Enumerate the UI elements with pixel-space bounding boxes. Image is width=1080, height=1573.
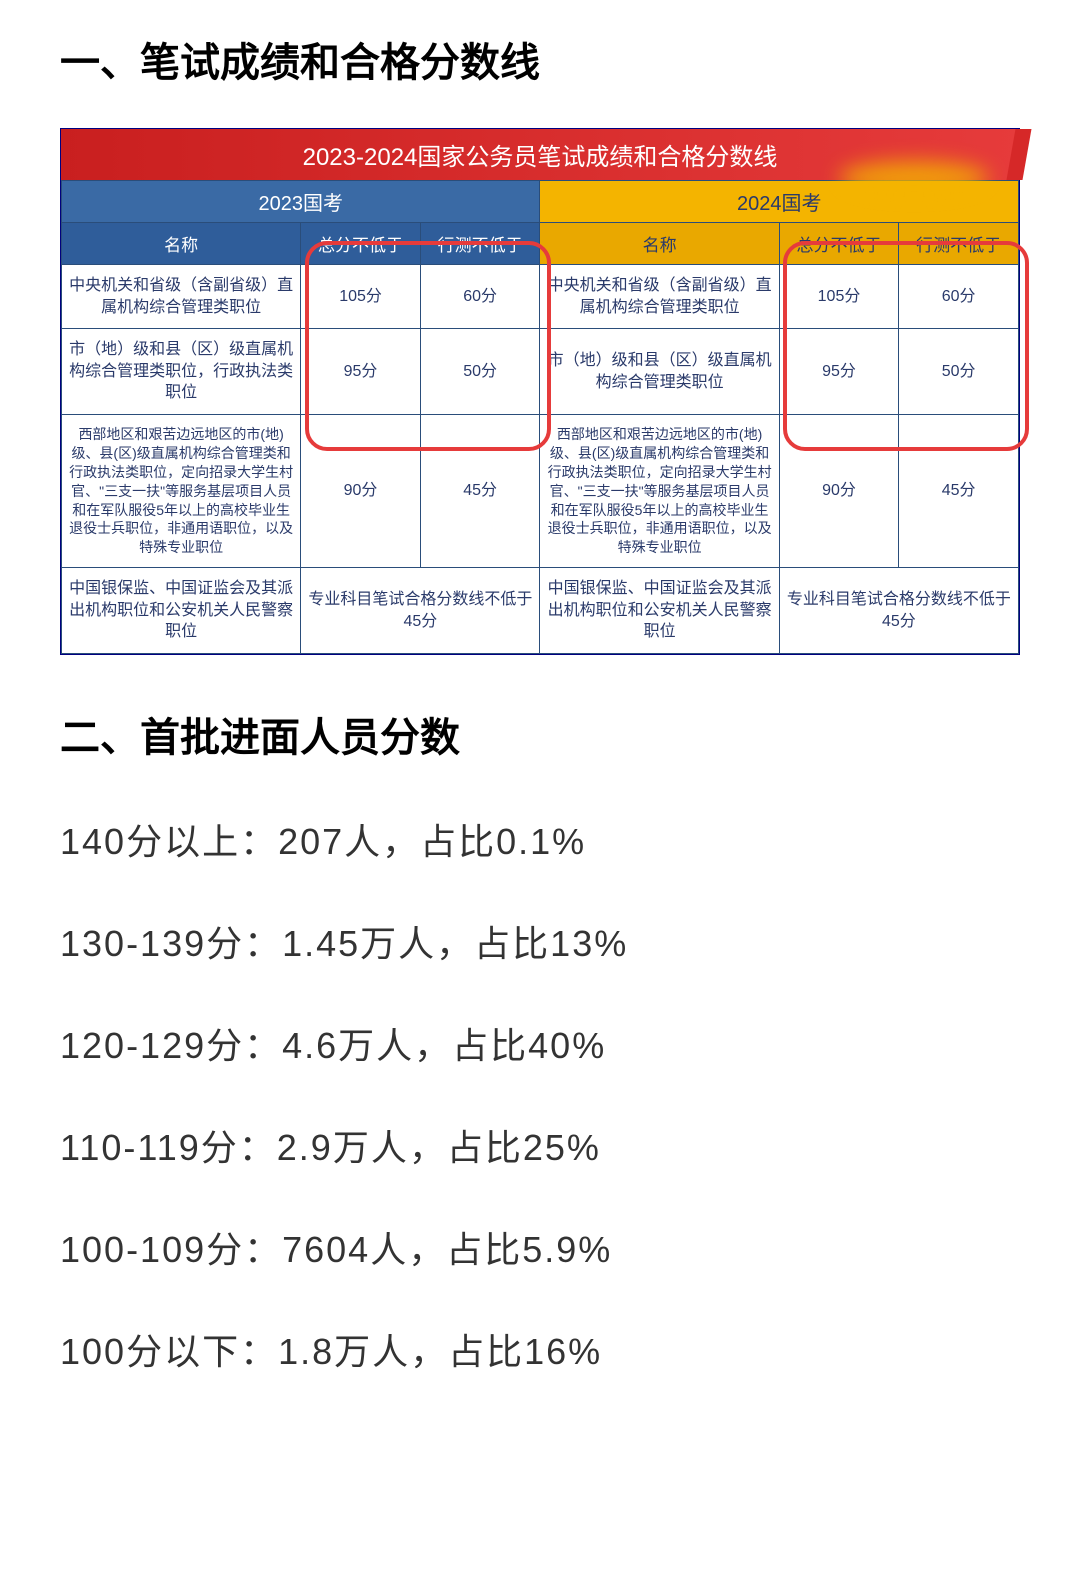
table-row: 中央机关和省级（含副省级）直属机构综合管理类职位 105分 60分 中央机关和省… xyxy=(62,265,1019,329)
stat-line: 120-129分：4.6万人，占比40% xyxy=(60,1017,1020,1069)
col-total-right: 总分不低于 xyxy=(779,223,899,265)
cell-test-left: 50分 xyxy=(420,329,540,415)
cell-name-right: 西部地区和艰苦边远地区的市(地)级、县(区)级直属机构综合管理类和行政执法类职位… xyxy=(540,414,779,567)
col-test-right: 行测不低于 xyxy=(899,223,1019,265)
cell-test-right: 45分 xyxy=(899,414,1019,567)
cell-total-right: 95分 xyxy=(779,329,899,415)
col-test-left: 行测不低于 xyxy=(420,223,540,265)
cell-total-left: 90分 xyxy=(301,414,421,567)
col-name-left: 名称 xyxy=(62,223,301,265)
section2-title: 二、首批进面人员分数 xyxy=(60,705,1020,763)
cell-test-left: 60分 xyxy=(420,265,540,329)
cell-name-left: 中国银保监、中国证监会及其派出机构职位和公安机关人民警察职位 xyxy=(62,568,301,654)
cell-name-right: 市（地）级和县（区）级直属机构综合管理类职位 xyxy=(540,329,779,415)
stat-line: 100-109分：7604人，占比5.9% xyxy=(60,1221,1020,1273)
cell-note-right: 专业科目笔试合格分数线不低于45分 xyxy=(779,568,1018,654)
stat-line: 100分以下：1.8万人，占比16% xyxy=(60,1323,1020,1375)
table-row: 中国银保监、中国证监会及其派出机构职位和公安机关人民警察职位 专业科目笔试合格分… xyxy=(62,568,1019,654)
section1-title: 一、笔试成绩和合格分数线 xyxy=(60,30,1020,88)
cell-test-right: 50分 xyxy=(899,329,1019,415)
cell-name-right: 中央机关和省级（含副省级）直属机构综合管理类职位 xyxy=(540,265,779,329)
cell-test-right: 60分 xyxy=(899,265,1019,329)
cell-test-left: 45分 xyxy=(420,414,540,567)
table-row: 市（地）级和县（区）级直属机构综合管理类职位，行政执法类职位 95分 50分 市… xyxy=(62,329,1019,415)
cell-name-left: 市（地）级和县（区）级直属机构综合管理类职位，行政执法类职位 xyxy=(62,329,301,415)
year-header-2023: 2023国考 xyxy=(62,181,540,223)
stat-line: 140分以上：207人，占比0.1% xyxy=(60,813,1020,865)
cell-total-right: 105分 xyxy=(779,265,899,329)
cell-total-right: 90分 xyxy=(779,414,899,567)
stat-line: 130-139分：1.45万人，占比13% xyxy=(60,915,1020,967)
table-row: 西部地区和艰苦边远地区的市(地)级、县(区)级直属机构综合管理类和行政执法类职位… xyxy=(62,414,1019,567)
stats-list: 140分以上：207人，占比0.1% 130-139分：1.45万人，占比13%… xyxy=(60,813,1020,1375)
stat-line: 110-119分：2.9万人，占比25% xyxy=(60,1119,1020,1171)
score-table-container: 2023-2024国家公务员笔试成绩和合格分数线 2023国考 2024国考 名… xyxy=(60,128,1020,655)
cell-name-left: 中央机关和省级（含副省级）直属机构综合管理类职位 xyxy=(62,265,301,329)
col-total-left: 总分不低于 xyxy=(301,223,421,265)
col-name-right: 名称 xyxy=(540,223,779,265)
cell-total-left: 105分 xyxy=(301,265,421,329)
cell-note-left: 专业科目笔试合格分数线不低于45分 xyxy=(301,568,540,654)
cell-name-right: 中国银保监、中国证监会及其派出机构职位和公安机关人民警察职位 xyxy=(540,568,779,654)
cell-name-left: 西部地区和艰苦边远地区的市(地)级、县(区)级直属机构综合管理类和行政执法类职位… xyxy=(62,414,301,567)
smudge-mark xyxy=(839,161,989,195)
cell-total-left: 95分 xyxy=(301,329,421,415)
score-table: 2023国考 2024国考 名称 总分不低于 行测不低于 名称 总分不低于 行测… xyxy=(61,180,1019,654)
